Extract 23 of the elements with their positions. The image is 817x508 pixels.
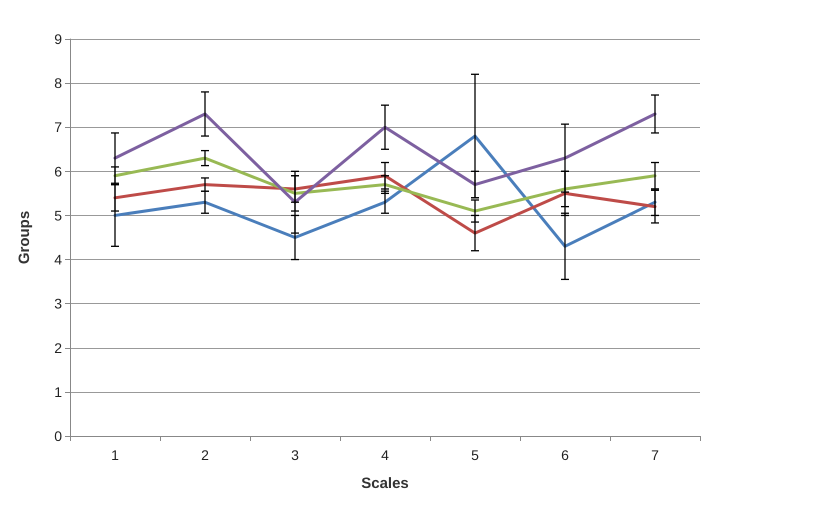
y-tick-label: 4	[54, 252, 62, 268]
y-tick-label: 7	[54, 119, 62, 136]
x-tick-label: 2	[201, 447, 210, 463]
x-tick-label: 3	[291, 447, 300, 463]
y-tick-label: 8	[54, 75, 62, 92]
x-tick-label: 4	[381, 447, 390, 463]
y-tick-label: 3	[54, 296, 62, 312]
x-axis-title: Scales	[361, 475, 409, 492]
y-axis-title: Groups	[16, 210, 33, 264]
y-tick-label: 1	[54, 384, 62, 400]
y-tick-label: 2	[54, 340, 62, 356]
x-tick-label: 7	[651, 447, 660, 463]
line-series	[114, 174, 656, 235]
y-tick-label: 0	[54, 428, 62, 444]
line-series	[114, 156, 656, 213]
y-tick-label: 5	[54, 207, 62, 224]
y-tick-label: 6	[54, 163, 62, 180]
x-tick-label: 5	[471, 447, 480, 463]
x-tick-label: 6	[561, 447, 570, 463]
line-series	[114, 134, 656, 248]
x-tick-label: 1	[111, 447, 120, 463]
y-tick-label: 9	[54, 31, 62, 47]
line-series	[114, 112, 656, 204]
